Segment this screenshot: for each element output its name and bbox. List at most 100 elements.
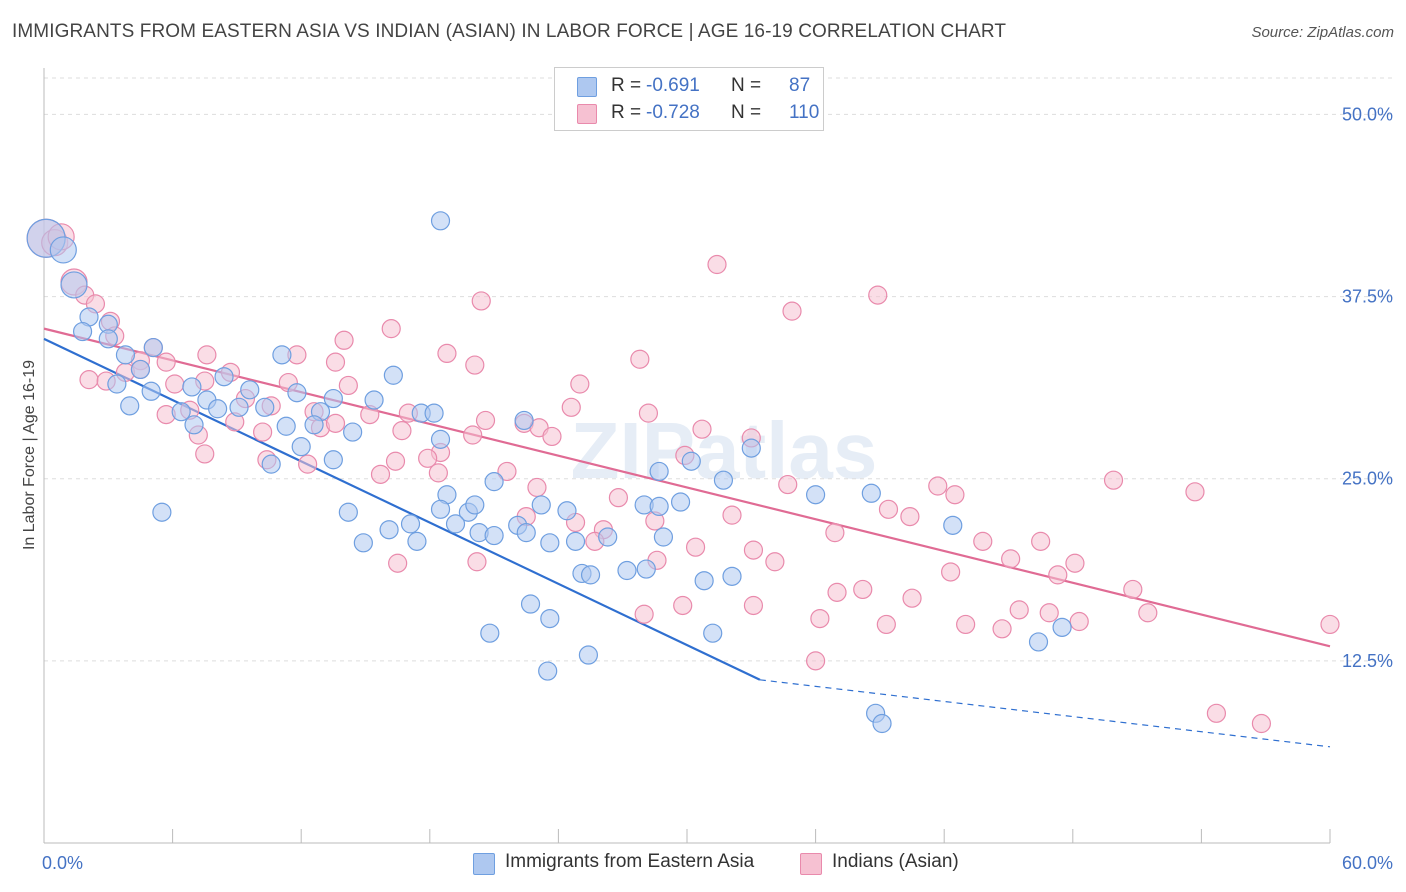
eastern-asia-point (1052, 617, 1072, 637)
indians-point (608, 488, 629, 508)
indians-point (570, 374, 590, 394)
eastern-asia-swatch (577, 77, 597, 97)
eastern-asia-trend-extension (759, 679, 1331, 748)
indians-point (437, 343, 457, 363)
eastern-asia-point (49, 236, 77, 264)
tick-labels: 12.5% 25.0% 37.5% 50.0% 0.0% 60.0% (42, 104, 1393, 873)
eastern-asia-point (465, 495, 485, 515)
r-label: R = (611, 75, 642, 96)
eastern-asia-point (255, 397, 275, 417)
eastern-asia-point (580, 565, 601, 585)
eastern-asia-point (557, 501, 577, 521)
indians-point (1320, 614, 1340, 635)
eastern-asia-point (383, 365, 403, 385)
indians-point (1123, 579, 1143, 600)
eastern-asia-point (171, 402, 191, 422)
eastern-asia-point (272, 345, 292, 365)
eastern-asia-point (323, 450, 343, 470)
axes (43, 68, 1331, 844)
indians-point (338, 375, 358, 396)
eastern-asia-point (304, 415, 324, 435)
y-tick-label: 37.5% (1342, 287, 1393, 307)
eastern-asia-point (636, 559, 656, 579)
eastern-asia-point (276, 416, 296, 436)
indians-point (471, 291, 491, 311)
indians-point (1069, 611, 1089, 632)
indians-point (428, 463, 448, 483)
indians-point (298, 454, 318, 474)
eastern-asia-point (681, 451, 701, 471)
indians-point (1103, 470, 1124, 490)
indians-point (325, 413, 346, 433)
eastern-asia-point (520, 594, 541, 614)
eastern-asia-point (291, 437, 311, 457)
eastern-asia-point (141, 381, 161, 401)
indians-point (1001, 549, 1021, 569)
eastern-asia-point (430, 429, 451, 449)
n-value: 110 (789, 102, 820, 123)
eastern-asia-point (538, 661, 558, 681)
eastern-asia-point (653, 527, 674, 547)
legend-label: Indians (Asian) (832, 851, 959, 872)
grid-lines (44, 77, 1392, 662)
eastern-asia-point (516, 523, 536, 543)
x-tick-label-max: 60.0% (1342, 853, 1393, 873)
eastern-asia-legend-swatch (473, 853, 495, 875)
eastern-asia-point (943, 515, 963, 535)
indians-point (928, 476, 948, 496)
indians-point (370, 464, 391, 484)
legend-label: Immigrants from Eastern Asia (505, 851, 755, 872)
data-points (26, 211, 1340, 734)
indians-point (945, 485, 965, 505)
indians-point (527, 477, 547, 498)
indians-point (1039, 603, 1059, 623)
eastern-asia-point (484, 472, 504, 492)
eastern-asia-point (872, 713, 892, 734)
indians-point (707, 254, 727, 275)
eastern-asia-point (214, 367, 234, 387)
eastern-asia-point (229, 397, 249, 417)
indians-point (902, 588, 922, 608)
eastern-asia-point (540, 533, 560, 553)
indians-point (475, 410, 496, 431)
indians-point (79, 370, 99, 390)
indians-point (827, 582, 847, 602)
x-tick-label-min: 0.0% (42, 853, 83, 873)
indians-point (325, 352, 346, 372)
indians-point (634, 604, 654, 624)
indians-point (992, 619, 1012, 639)
eastern-asia-point (184, 415, 204, 435)
indians-point (876, 614, 896, 635)
indians-point (1138, 603, 1158, 623)
indians-point (1206, 703, 1227, 723)
eastern-asia-point (152, 502, 172, 522)
eastern-asia-point (287, 383, 307, 403)
eastern-asia-point (805, 485, 826, 505)
indians-point (1251, 713, 1272, 734)
correlation-legend: R = -0.691 N = 87 R = -0.728 N = 110 (554, 67, 824, 131)
eastern-asia-point (480, 623, 500, 643)
indians-point (334, 330, 354, 350)
indians-point (388, 553, 408, 573)
indians-point (156, 352, 176, 372)
indians-point (497, 461, 517, 482)
indians-point (165, 374, 185, 394)
eastern-asia-point (484, 525, 504, 546)
indians-point (778, 474, 798, 495)
indians-point (685, 537, 706, 557)
indians-point (782, 301, 802, 321)
chart-title: IMMIGRANTS FROM EASTERN ASIA VS INDIAN (… (12, 21, 1007, 42)
eastern-asia-point (338, 502, 358, 522)
n-value: 87 (789, 75, 811, 96)
y-tick-label: 50.0% (1342, 104, 1393, 124)
indians-point (973, 531, 993, 551)
eastern-asia-point (514, 410, 534, 431)
eastern-asia-point (649, 461, 669, 482)
indians-point (1065, 553, 1085, 573)
indians-point (853, 579, 873, 600)
eastern-asia-point (120, 396, 140, 416)
indians-point (900, 506, 920, 527)
r-label: R = (611, 102, 642, 123)
eastern-asia-point (598, 527, 618, 547)
